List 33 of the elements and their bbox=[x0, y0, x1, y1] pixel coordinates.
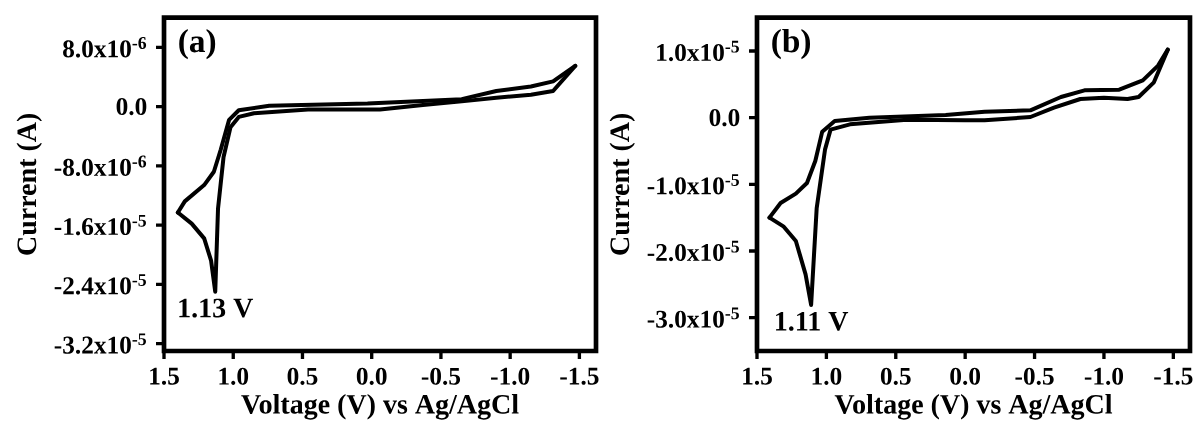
x-tick-label: 0.0 bbox=[356, 367, 387, 385]
x-tick-label: -1.0 bbox=[1084, 367, 1124, 385]
x-tick-label: 0.0 bbox=[950, 367, 981, 385]
y-tick-label: -2.0x10$^{-5}$ bbox=[647, 240, 739, 262]
x-tick-label: -1.0 bbox=[491, 367, 530, 385]
x-tick-label: -0.5 bbox=[421, 367, 461, 385]
y-tick-label: -1.0x10$^{-5}$ bbox=[647, 174, 739, 195]
annotation: 1.13 V bbox=[179, 298, 254, 318]
x-tick-label: 1.0 bbox=[219, 367, 249, 385]
y-tick-label: 1.0x10$^{-5}$ bbox=[657, 40, 739, 62]
x-tick-label: -0.5 bbox=[1015, 367, 1054, 385]
y-tick-label: 0.0 bbox=[116, 97, 147, 116]
y-tick-label: -3.2x10$^{-5}$ bbox=[54, 333, 146, 354]
x-tick-label: 1.5 bbox=[743, 367, 772, 385]
y-tick-label: -8.0x10$^{-6}$ bbox=[54, 155, 147, 177]
x-tick-label: 0.5 bbox=[287, 367, 318, 385]
y-tick-label: -1.6x10$^{-5}$ bbox=[54, 214, 146, 236]
y-tick-label: -2.4x10$^{-5}$ bbox=[54, 274, 146, 295]
annotation: (a) bbox=[179, 28, 216, 60]
annotation: (b) bbox=[772, 28, 811, 60]
y-axis-title: Current (A) bbox=[609, 113, 635, 255]
x-tick-label: 1.0 bbox=[812, 367, 842, 385]
x-tick-label: 1.5 bbox=[150, 367, 179, 385]
x-tick-label: -1.5 bbox=[1154, 367, 1193, 385]
x-axis-title: Voltage (V) vs Ag/AgCl bbox=[241, 394, 519, 420]
annotation: 1.11 V bbox=[776, 311, 849, 331]
y-axis-title: Current (A) bbox=[16, 113, 42, 255]
x-tick-label: -1.5 bbox=[560, 367, 599, 385]
x-axis-title: Voltage (V) vs Ag/AgCl bbox=[834, 394, 1113, 420]
y-tick-label: 0.0 bbox=[709, 109, 740, 127]
y-tick-label: 8.0x10$^{-6}$ bbox=[63, 37, 147, 58]
y-tick-label: -3.0x10$^{-5}$ bbox=[647, 307, 739, 328]
x-tick-label: 0.5 bbox=[880, 367, 911, 385]
